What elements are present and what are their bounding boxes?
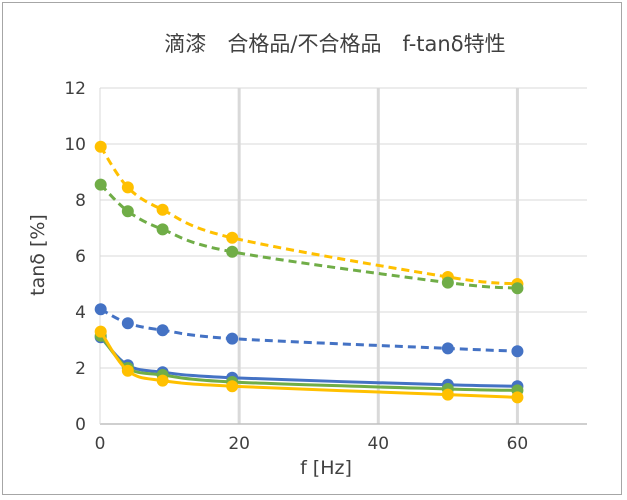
tick-labels: 0 2 4 6 8 10 12 0 20 40 60 — [64, 79, 528, 454]
data-point — [441, 388, 454, 401]
y-tick-label: 8 — [75, 191, 86, 211]
x-tick-label: 20 — [228, 434, 250, 454]
series-1 — [94, 140, 524, 290]
data-point — [226, 231, 239, 244]
x-tick-label: 40 — [367, 434, 389, 454]
data-point — [94, 325, 107, 338]
series-3 — [94, 303, 524, 358]
data-point — [226, 245, 239, 258]
data-point — [121, 181, 134, 194]
data-point — [511, 282, 524, 295]
data-point — [511, 345, 524, 358]
x-tick-label: 0 — [95, 434, 106, 454]
data-point — [121, 205, 134, 218]
data-point — [94, 303, 107, 316]
y-tick-label: 0 — [75, 415, 86, 435]
y-tick-label: 4 — [75, 303, 86, 323]
data-point — [226, 332, 239, 345]
y-tick-label: 6 — [75, 247, 86, 267]
data-point — [156, 324, 169, 337]
series-6 — [94, 325, 524, 404]
data-point — [121, 317, 134, 330]
grid — [100, 87, 587, 424]
x-axis-title: f [Hz] — [300, 457, 352, 479]
y-tick-label: 2 — [75, 359, 86, 379]
data-point — [94, 140, 107, 153]
chart-title: 滴漆 合格品/不合格品 f-tanδ特性 — [164, 32, 505, 56]
data-point — [511, 391, 524, 404]
series-2 — [94, 178, 524, 295]
data-point — [441, 342, 454, 355]
y-axis-title: tanδ [%] — [27, 214, 49, 296]
data-point — [121, 364, 134, 377]
series-line — [99, 145, 518, 286]
data-point — [441, 276, 454, 289]
data-point — [156, 374, 169, 387]
data-point — [94, 178, 107, 191]
data-point — [226, 380, 239, 393]
series-group — [94, 140, 524, 404]
x-tick-label: 60 — [507, 434, 529, 454]
y-tick-label: 12 — [64, 79, 86, 99]
y-tick-label: 10 — [64, 135, 86, 155]
data-point — [156, 223, 169, 236]
data-point — [156, 203, 169, 216]
